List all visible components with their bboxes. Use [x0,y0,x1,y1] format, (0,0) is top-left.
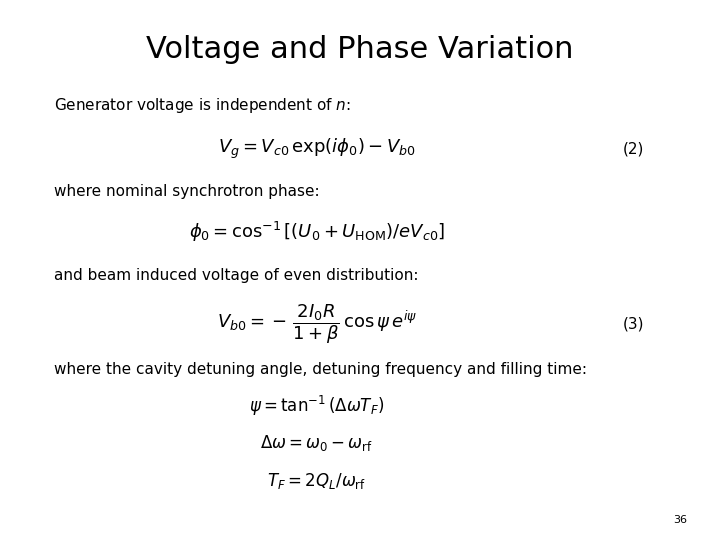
Text: Generator voltage is independent of $n$:: Generator voltage is independent of $n$: [54,96,351,115]
Text: 36: 36 [674,515,688,525]
Text: $\Delta\omega = \omega_0 - \omega_{\mathrm{rf}}$: $\Delta\omega = \omega_0 - \omega_{\math… [261,433,373,453]
Text: $V_g = V_{c0}\,\mathrm{exp}(i\phi_0) - V_{b0}$: $V_g = V_{c0}\,\mathrm{exp}(i\phi_0) - V… [218,137,415,160]
Text: $V_{b0} = -\,\dfrac{2I_0 R}{1+\beta}\,\cos\psi\, e^{i\psi}$: $V_{b0} = -\,\dfrac{2I_0 R}{1+\beta}\,\c… [217,302,417,346]
Text: $\phi_0 = \cos^{-1}[(U_0 + U_{\mathrm{HOM}})/eV_{c0}]$: $\phi_0 = \cos^{-1}[(U_0 + U_{\mathrm{HO… [189,220,445,244]
Text: Voltage and Phase Variation: Voltage and Phase Variation [146,35,574,64]
Text: (3): (3) [623,316,644,332]
Text: $T_F = 2Q_L/\omega_{\mathrm{rf}}$: $T_F = 2Q_L/\omega_{\mathrm{rf}}$ [267,470,366,491]
Text: and beam induced voltage of even distribution:: and beam induced voltage of even distrib… [54,268,418,283]
Text: $\psi = \tan^{-1}(\Delta\omega T_F)$: $\psi = \tan^{-1}(\Delta\omega T_F)$ [249,394,384,418]
Text: where the cavity detuning angle, detuning frequency and filling time:: where the cavity detuning angle, detunin… [54,362,587,377]
Text: where nominal synchrotron phase:: where nominal synchrotron phase: [54,184,320,199]
Text: (2): (2) [623,141,644,156]
